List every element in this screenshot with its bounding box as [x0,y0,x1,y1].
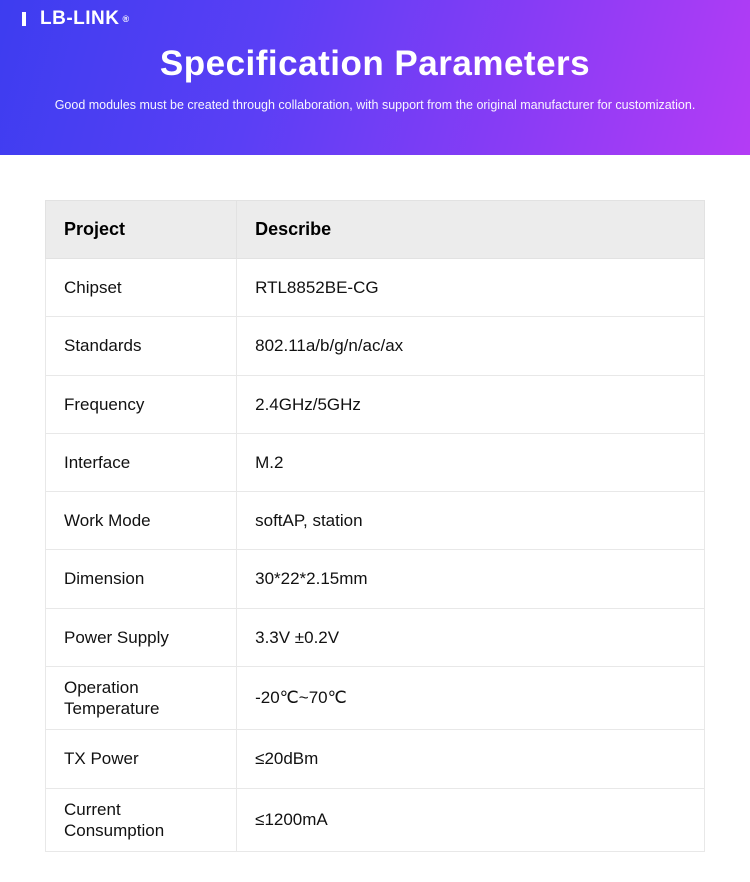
page-subtitle: Good modules must be created through col… [20,98,730,112]
table-row: ChipsetRTL8852BE-CG [46,259,705,317]
table-row: Standards802.11a/b/g/n/ac/ax [46,317,705,375]
logo-icon [20,10,38,28]
header-banner: LB-LINK® Specification Parameters Good m… [0,0,750,155]
col-header-describe: Describe [237,201,705,259]
cell-project: Power Supply [46,608,237,666]
table-body: ChipsetRTL8852BE-CGStandards802.11a/b/g/… [46,259,705,852]
spec-table: Project Describe ChipsetRTL8852BE-CGStan… [45,200,705,852]
table-row: TX Power≤20dBm [46,730,705,788]
table-row: Work ModesoftAP, station [46,492,705,550]
logo-text: LB-LINK [40,8,119,30]
cell-project: Standards [46,317,237,375]
logo-reg: ® [122,14,129,24]
cell-project: Chipset [46,259,237,317]
col-header-project: Project [46,201,237,259]
cell-project: Frequency [46,375,237,433]
cell-project: Interface [46,433,237,491]
cell-describe: RTL8852BE-CG [237,259,705,317]
cell-project: Dimension [46,550,237,608]
table-row: Power Supply3.3V ±0.2V [46,608,705,666]
page-title: Specification Parameters [20,44,730,84]
cell-describe: 2.4GHz/5GHz [237,375,705,433]
cell-describe: 30*22*2.15mm [237,550,705,608]
brand-logo: LB-LINK® [20,8,730,30]
cell-describe: ≤20dBm [237,730,705,788]
table-row: Operation Temperature-20℃~70℃ [46,666,705,730]
table-row: Dimension30*22*2.15mm [46,550,705,608]
cell-project: Work Mode [46,492,237,550]
cell-describe: ≤1200mA [237,788,705,852]
cell-describe: 3.3V ±0.2V [237,608,705,666]
cell-project: TX Power [46,730,237,788]
cell-describe: softAP, station [237,492,705,550]
cell-describe: -20℃~70℃ [237,666,705,730]
table-header-row: Project Describe [46,201,705,259]
cell-describe: 802.11a/b/g/n/ac/ax [237,317,705,375]
table-row: Frequency2.4GHz/5GHz [46,375,705,433]
content-area: Project Describe ChipsetRTL8852BE-CGStan… [0,155,750,882]
cell-project: Operation Temperature [46,666,237,730]
table-row: InterfaceM.2 [46,433,705,491]
cell-project: Current Consumption [46,788,237,852]
cell-describe: M.2 [237,433,705,491]
table-row: Current Consumption≤1200mA [46,788,705,852]
